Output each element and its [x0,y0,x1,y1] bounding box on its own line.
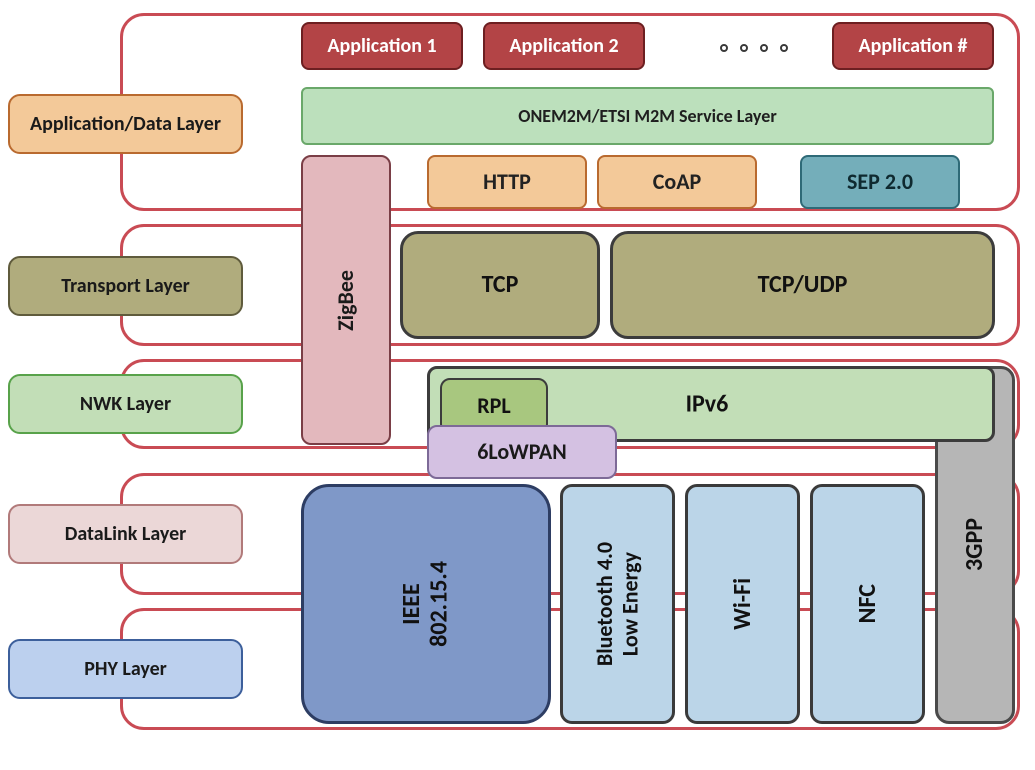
protocol-http-label: HTTP [483,169,531,194]
layer-label-datalink: DataLink Layer [8,504,243,564]
ellipsis-dot [740,44,748,52]
dlphy-wifi: Wi-Fi [685,484,800,724]
ellipsis-dot [760,44,768,52]
dlphy-ble: Bluetooth 4.0 Low Energy [560,484,675,724]
sixlowpan-label: 6LoWPAN [477,439,566,464]
layer-label-nwk: NWK Layer [8,374,243,434]
app-box-app1: Application 1 [301,22,463,70]
app-box-appn: Application # [832,22,994,70]
protocol-http: HTTP [427,155,587,209]
transport-tcp: TCP [400,231,600,339]
threegpp-label: 3GPP [961,518,989,571]
layer-label-phy: PHY Layer [8,639,243,699]
dlphy-wifi-label: Wi-Fi [729,578,757,630]
layer-label-transport: Transport Layer [8,256,243,316]
protocol-sep-label: SEP 2.0 [847,169,913,194]
protocol-sep: SEP 2.0 [800,155,960,209]
app-box-app2-label: Application 2 [509,35,618,58]
service-layer-label: ONEM2M/ETSI M2M Service Layer [518,106,776,127]
ipv6-label: IPv6 [686,390,729,419]
layer-label-app: Application/Data Layer [8,94,243,154]
zigbee: ZigBee [301,155,391,445]
protocol-coap: CoAP [597,155,757,209]
zigbee-label: ZigBee [333,270,358,331]
protocol-stack-diagram: Application/Data Layer Transport Layer NWK… [0,0,1035,770]
app-box-appn-label: Application # [858,35,967,58]
app-box-app1-label: Application 1 [327,35,436,58]
dlphy-nfc: NFC [810,484,925,724]
layer-label-nwk-label: NWK Layer [80,393,171,416]
dlphy-ieee: IEEE 802.15.4 [301,484,551,724]
transport-tcpudp: TCP/UDP [610,231,995,339]
protocol-coap-label: CoAP [653,169,702,194]
dlphy-nfc-label: NFC [854,584,882,623]
transport-tcp-label: TCP [482,271,519,299]
transport-tcpudp-label: TCP/UDP [758,271,848,299]
ellipsis-dot [780,44,788,52]
dlphy-ieee-label: IEEE 802.15.4 [398,561,453,647]
layer-label-datalink-label: DataLink Layer [65,523,187,546]
layer-label-phy-label: PHY Layer [84,658,167,681]
sixlowpan: 6LoWPAN [427,425,617,479]
rpl-label: RPL [477,393,510,418]
app-box-app2: Application 2 [483,22,645,70]
ellipsis-dot [720,44,728,52]
dlphy-ble-label: Bluetooth 4.0 Low Energy [592,542,643,666]
layer-label-app-label: Application/Data Layer [30,113,221,136]
layer-label-transport-label: Transport Layer [61,275,190,298]
service-layer: ONEM2M/ETSI M2M Service Layer [301,87,994,145]
